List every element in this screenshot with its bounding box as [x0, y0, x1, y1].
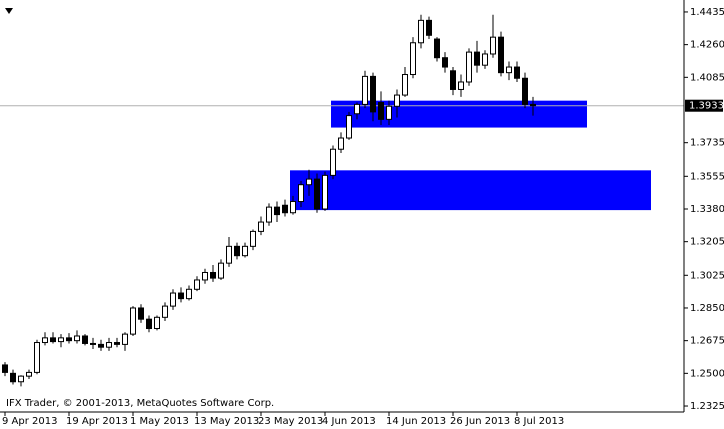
candle-body [234, 245, 240, 257]
candle-body [498, 36, 504, 74]
x-tick-label: 13 May 2013 [194, 416, 259, 427]
candle-body [106, 342, 112, 348]
candle-body [290, 201, 296, 214]
candle-body [138, 307, 144, 320]
candle-body [274, 206, 280, 216]
candle-body [490, 36, 496, 55]
candle-body [434, 38, 440, 59]
x-tick-label: 8 Jul 2013 [514, 416, 564, 427]
x-tick-label: 19 Apr 2013 [66, 416, 128, 427]
candle-body [122, 333, 128, 345]
candle-body [418, 19, 424, 44]
candle-body [410, 42, 416, 76]
candle-body [170, 292, 176, 307]
candle-body [402, 74, 408, 96]
last-price-label: 1.3933 [689, 101, 724, 112]
candle-body [298, 184, 304, 203]
candle-body [162, 305, 168, 318]
candle-body [482, 53, 488, 66]
candle-body [330, 148, 336, 176]
candle-body [178, 292, 184, 300]
candle-body [394, 94, 400, 107]
candle-body [370, 75, 376, 113]
y-tick-label: 1.3555 [690, 171, 724, 182]
x-tick-label: 4 Jun 2013 [322, 416, 376, 427]
y-tick-label: 1.2850 [690, 303, 724, 314]
candle-body [202, 271, 208, 281]
candle-body [90, 342, 96, 345]
candle-body [466, 51, 472, 83]
y-tick-label: 1.2325 [690, 401, 724, 412]
candle-body [130, 307, 136, 335]
x-tick-label: 26 Jun 2013 [450, 416, 510, 427]
candle-body [322, 174, 328, 210]
x-tick-label: 23 May 2013 [258, 416, 323, 427]
candle-body [314, 178, 320, 210]
y-tick-label: 1.3025 [690, 270, 724, 281]
candle-body [386, 105, 392, 120]
y-tick-label: 1.2675 [690, 336, 724, 347]
y-tick-label: 1.3205 [690, 237, 724, 248]
candle-body [186, 288, 192, 300]
zone [290, 170, 651, 211]
candle-body [530, 103, 536, 107]
candle-body [250, 230, 256, 247]
candle-body [338, 137, 344, 150]
candle-body [210, 271, 216, 279]
last-price-box [685, 99, 723, 112]
candle-body [258, 221, 264, 232]
y-tick-label: 1.3735 [690, 138, 724, 149]
candle-body [58, 337, 64, 343]
watermark: IFX Trader, © 2001-2013, MetaQuotes Soft… [6, 398, 274, 409]
candle-body [154, 316, 160, 330]
menu-triangle [5, 8, 13, 14]
candle-body [458, 81, 464, 90]
candle-body [218, 262, 224, 279]
candle-body [450, 70, 456, 90]
candle-body [194, 279, 200, 290]
candle-body [282, 204, 288, 214]
candle-body [242, 245, 248, 257]
candle-body [522, 77, 528, 105]
x-tick-label: 14 Jun 2013 [386, 416, 446, 427]
candle-body [266, 206, 272, 223]
candle-body [426, 19, 432, 36]
x-tick-label: 9 Apr 2013 [2, 416, 57, 427]
y-tick-label: 1.3380 [690, 204, 724, 215]
candle-body [66, 337, 72, 342]
candle-body [346, 115, 352, 139]
candle-body [98, 343, 104, 348]
candle-body [474, 51, 480, 66]
candle-body [378, 102, 384, 120]
candle-body [26, 371, 32, 377]
candle-body [146, 318, 152, 330]
candle-body [50, 337, 56, 343]
candle-body [114, 342, 120, 345]
x-tick-label: 1 May 2013 [130, 416, 189, 427]
candle-body [514, 66, 520, 79]
candle-body [82, 335, 88, 344]
candle-body [2, 364, 8, 373]
y-tick-label: 1.4085 [690, 72, 724, 83]
candle-body [74, 335, 80, 342]
candle-body [226, 245, 232, 264]
candle-body [306, 178, 312, 186]
candle-body [10, 372, 16, 383]
y-tick-label: 1.4260 [690, 40, 724, 51]
candle-body [42, 337, 48, 344]
candle-body [442, 57, 448, 68]
candle-body [34, 342, 40, 373]
candle-body [354, 103, 360, 115]
y-tick-label: 1.2500 [690, 368, 724, 379]
zone [331, 100, 587, 128]
candle-body [362, 75, 368, 105]
y-tick-label: 1.4435 [690, 7, 724, 18]
candle-body [18, 375, 24, 383]
candle-body [506, 66, 512, 74]
